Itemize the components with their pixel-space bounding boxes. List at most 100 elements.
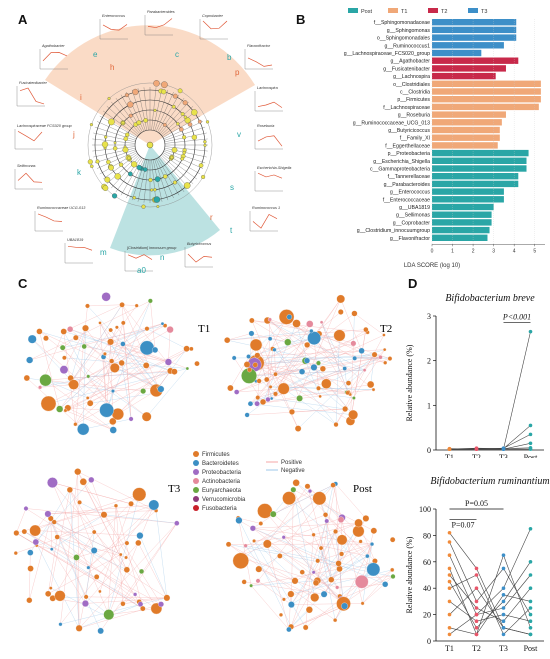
network-node [360, 601, 365, 606]
clade-node [176, 122, 180, 126]
edge-positive [343, 569, 393, 604]
mini-plot-line [202, 20, 228, 30]
network-node [252, 539, 256, 543]
clade-node [184, 117, 191, 124]
series-line [449, 434, 531, 450]
edge-positive [110, 329, 158, 393]
edge-negative [267, 320, 365, 371]
network-node [171, 368, 178, 375]
network-node [304, 483, 311, 490]
network-node [284, 338, 292, 346]
panel-letter-b: B [296, 12, 306, 27]
edge-negative [83, 418, 132, 430]
edge-negative [54, 521, 95, 551]
edge-negative [274, 349, 337, 425]
clade-sector-t1 [45, 25, 255, 145]
phylum-legend-dot [193, 487, 199, 493]
network-node [45, 590, 52, 597]
edge-positive [251, 320, 288, 343]
edge-negative [60, 597, 167, 625]
network-node [109, 426, 117, 434]
series-point [474, 632, 479, 637]
y-tick-label: 20 [423, 611, 431, 620]
network-node [73, 554, 80, 561]
network-node [299, 569, 305, 575]
clade-letter: t [230, 226, 233, 235]
clade-node [131, 161, 138, 168]
clade-node [162, 122, 167, 127]
series-line [449, 447, 531, 450]
mini-plot: Escherichia-Shigella [254, 166, 291, 192]
edge-positive [319, 333, 386, 363]
clade-branch [115, 97, 142, 133]
network-t2 [224, 294, 393, 432]
panel-letter-d: D [408, 276, 418, 291]
network-node [312, 491, 327, 506]
network-label-t3: T3 [168, 483, 181, 495]
clade-branch [164, 126, 206, 141]
edge-positive [249, 343, 354, 370]
edge-positive [111, 322, 124, 362]
network-node [278, 309, 295, 325]
clade-node [118, 162, 124, 167]
edge-positive [45, 380, 114, 431]
edge-positive [288, 605, 345, 630]
lda-bar-label: g__Fusicatenibacter [383, 66, 430, 72]
lda-bar-label: g__Butyricicoccus [388, 128, 430, 134]
clade-letter: r [210, 213, 213, 222]
network-node [335, 585, 340, 590]
network-node [67, 326, 74, 333]
lda-tick-label: 1 [451, 248, 454, 254]
edge-positive [326, 383, 354, 415]
lda-bar [432, 211, 492, 218]
network-node [79, 478, 87, 486]
clade-branch [131, 159, 146, 201]
network-node [257, 503, 273, 519]
lda-bar [432, 219, 492, 226]
edge-positive [69, 329, 111, 385]
clade-letter: p [235, 68, 240, 77]
series-point [528, 599, 533, 604]
network-node [23, 506, 29, 511]
network-node [333, 329, 346, 342]
edge-positive [25, 508, 167, 599]
series-point [528, 626, 533, 630]
clade-node [191, 109, 198, 116]
edge-positive [48, 554, 121, 594]
edge-positive [15, 504, 154, 554]
network-node [291, 577, 299, 585]
panel-c-networks: T1 T2 T3 Post Firmicutes Bacteroidetes Pro… [13, 292, 396, 635]
network-node [268, 385, 273, 389]
network-node [235, 516, 243, 524]
edge-positive [339, 517, 343, 597]
panel-d-breve-chart: Bifidobacterium breve 0 1 2 3 T1 T2 T3 Post Relat… [405, 293, 544, 458]
y-tick-label: 1 [427, 401, 431, 410]
network-node [264, 376, 270, 383]
network-node [115, 325, 119, 330]
lda-bar [432, 49, 482, 57]
edge-positive [257, 323, 310, 356]
network-node [232, 552, 249, 569]
edge-positive [52, 531, 95, 599]
lda-bar [432, 103, 539, 111]
edge-positive [45, 370, 171, 381]
network-node [58, 622, 63, 627]
edge-negative [250, 403, 354, 415]
clade-branch [120, 157, 143, 196]
edge-negative [290, 543, 373, 627]
network-node [389, 537, 396, 543]
series-point [474, 447, 479, 451]
series-point [447, 626, 452, 630]
edge-positive [335, 349, 385, 425]
lda-bar-label: g__Lachnospira [393, 74, 430, 80]
clade-branch [158, 157, 185, 193]
network-node [40, 395, 57, 412]
network-node [277, 382, 290, 395]
network-node [258, 521, 264, 526]
network-node [243, 361, 251, 368]
network-node [93, 574, 100, 580]
edge-positive [293, 489, 338, 588]
network-node [254, 352, 261, 359]
clade-branch [155, 91, 174, 132]
lda-bar-label: g__Clostridium_innocuumgroup [357, 228, 430, 234]
